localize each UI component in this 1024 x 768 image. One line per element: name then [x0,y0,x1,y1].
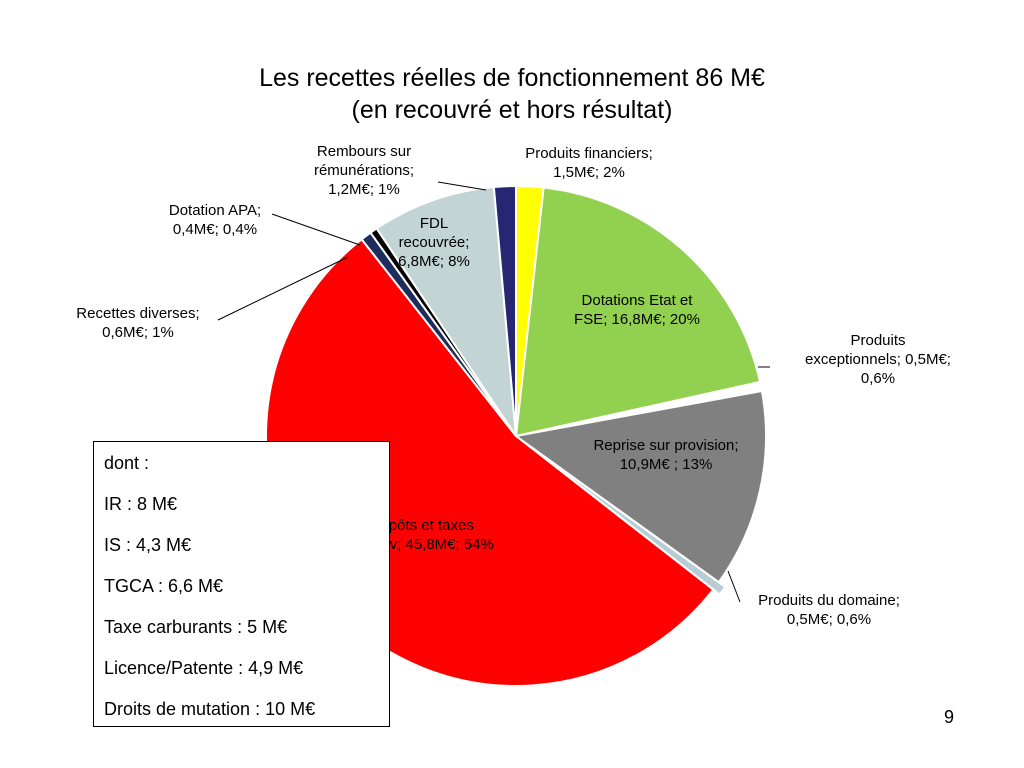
leader-line [217,256,349,321]
slice-label-line: Produits [850,332,905,349]
pie-slice [514,186,762,438]
slice-label-line: 6,8M€; 8% [398,253,470,270]
slice-label: Dotations Etat et FSE; 16,8M€; 20% [574,292,700,328]
slice-label-line: Impôts et taxes [372,517,474,534]
slice-label: Dotation APA; 0,4M€; 0,4% [169,202,261,238]
slice-label: Produits exceptionnels; 0,5M€; 0,6% [805,332,951,387]
slice-label: Reprise sur provision; 10,9M€ ; 13% [593,437,738,473]
note-line: TGCA : 6,6 M€ [104,576,224,596]
pie-slice [375,185,517,437]
slice-label: Recettes diverses; 0,6M€; 1% [76,305,199,341]
slice-label-line: Recettes diverses; [76,305,199,322]
breakdown-note: dont : IR : 8 M€ IS : 4,3 M€ TGCA : 6,6 … [93,441,390,727]
slice-label-line: 0,6% [861,370,895,387]
slice-label-line: Produits du domaine; [758,592,900,609]
slice-label: FDL recouvrée; 6,8M€; 8% [398,215,470,270]
note-line: Droits de mutation : 10 M€ [104,699,316,719]
page-number: 9 [944,707,955,727]
slice-label-line: 0,6M€; 1% [102,324,174,341]
slice-label-line: Produits financiers; [525,145,653,162]
slice-label-line: 10,9M€ ; 13% [620,456,713,473]
slice-label: Produits du domaine; 0,5M€; 0,6% [758,592,900,628]
note-line: IS : 4,3 M€ [104,535,192,555]
leader-line [437,181,487,191]
slice-label-line: 0,5M€; 0,6% [787,611,871,628]
chart-title: Les recettes réelles de fonctionnement 8… [259,64,765,92]
slice-labels: Produits financiers; 1,5M€; 2% Dotations E… [76,143,951,628]
slice-label-line: 1,5M€; 2% [553,164,625,181]
slice-label-line: 1,2M€; 1% [328,181,400,198]
slice-label-line: FDL [420,215,448,232]
leader-lines [217,181,770,603]
pie-slice [492,184,517,437]
note-line: dont : [104,453,150,473]
chart-subtitle: (en recouvré et hors résultat) [351,96,673,124]
slice-label-line: Dotation APA; [169,202,261,219]
slice-label-line: Dotations Etat et [582,292,694,309]
note-line: Licence/Patente : 4,9 M€ [104,658,304,678]
slice-label-line: Reprise sur provision; [593,437,738,454]
slice-label: Rembours sur rémunérations; 1,2M€; 1% [314,143,414,198]
slice-label-line: Rembours sur [317,143,411,160]
slice-label: Produits financiers; 1,5M€; 2% [525,145,653,181]
chart-title-block: Les recettes réelles de fonctionnement 8… [0,62,1024,126]
pie-slices [265,184,771,687]
pie-slice [523,379,771,436]
slice-label-line: exceptionnels; 0,5M€; [805,351,951,368]
pie-slice [513,389,767,584]
leader-line [727,570,741,603]
note-line: IR : 8 M€ [104,494,178,514]
slice-label-line: recouvrée; [399,234,470,251]
leader-line [271,213,361,246]
note-line: Taxe carburants : 5 M€ [104,617,288,637]
slice-label-line: 0,4M€; 0,4% [173,221,257,238]
slice-label-line: FSE; 16,8M€; 20% [574,311,700,328]
slice-label-line: rémunérations; [314,162,414,179]
